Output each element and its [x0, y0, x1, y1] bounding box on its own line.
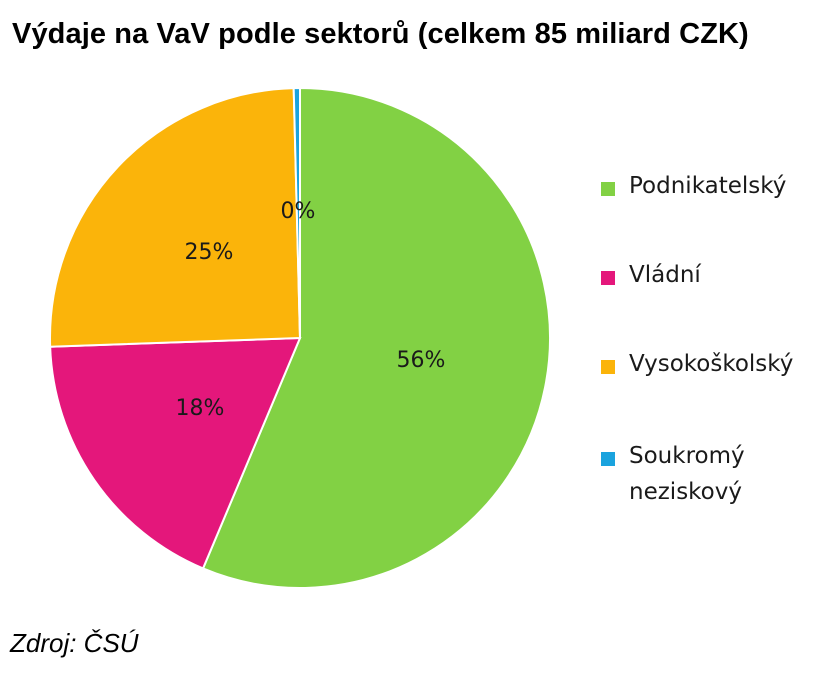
legend-item: Podnikatelský — [601, 168, 814, 257]
slice-data-label: 0% — [281, 199, 316, 224]
chart-title: Výdaje na VaV podle sektorů (celkem 85 m… — [12, 18, 749, 50]
legend-label: Soukromý neziskový — [629, 443, 745, 505]
legend-label: Vysokoškolský — [629, 351, 794, 377]
slice-data-label: 25% — [185, 240, 234, 265]
legend-swatch — [601, 452, 615, 466]
slice-data-label: 18% — [176, 396, 225, 421]
pie-slice — [292, 86, 301, 339]
pie-slice — [49, 87, 302, 348]
legend-item: Soukromý neziskový — [601, 438, 814, 510]
legend-swatch — [601, 182, 615, 196]
legend-label: Vládní — [629, 262, 701, 288]
legend-item: Vysokoškolský — [601, 346, 814, 438]
legend-swatch — [601, 271, 615, 285]
pie-slice — [201, 86, 551, 589]
slice-data-label: 56% — [397, 348, 446, 373]
pie-slice-labels: 56% 18% 25% 0% — [176, 199, 446, 421]
source-note: Zdroj: ČSÚ — [10, 628, 139, 658]
pie-slices — [49, 86, 551, 589]
legend-item: Vládní — [601, 257, 814, 346]
legend: Podnikatelský Vládní Vysokoškolský Soukr… — [601, 168, 814, 510]
pie-slice — [49, 336, 302, 570]
legend-label: Podnikatelský — [629, 173, 787, 199]
legend-swatch — [601, 360, 615, 374]
